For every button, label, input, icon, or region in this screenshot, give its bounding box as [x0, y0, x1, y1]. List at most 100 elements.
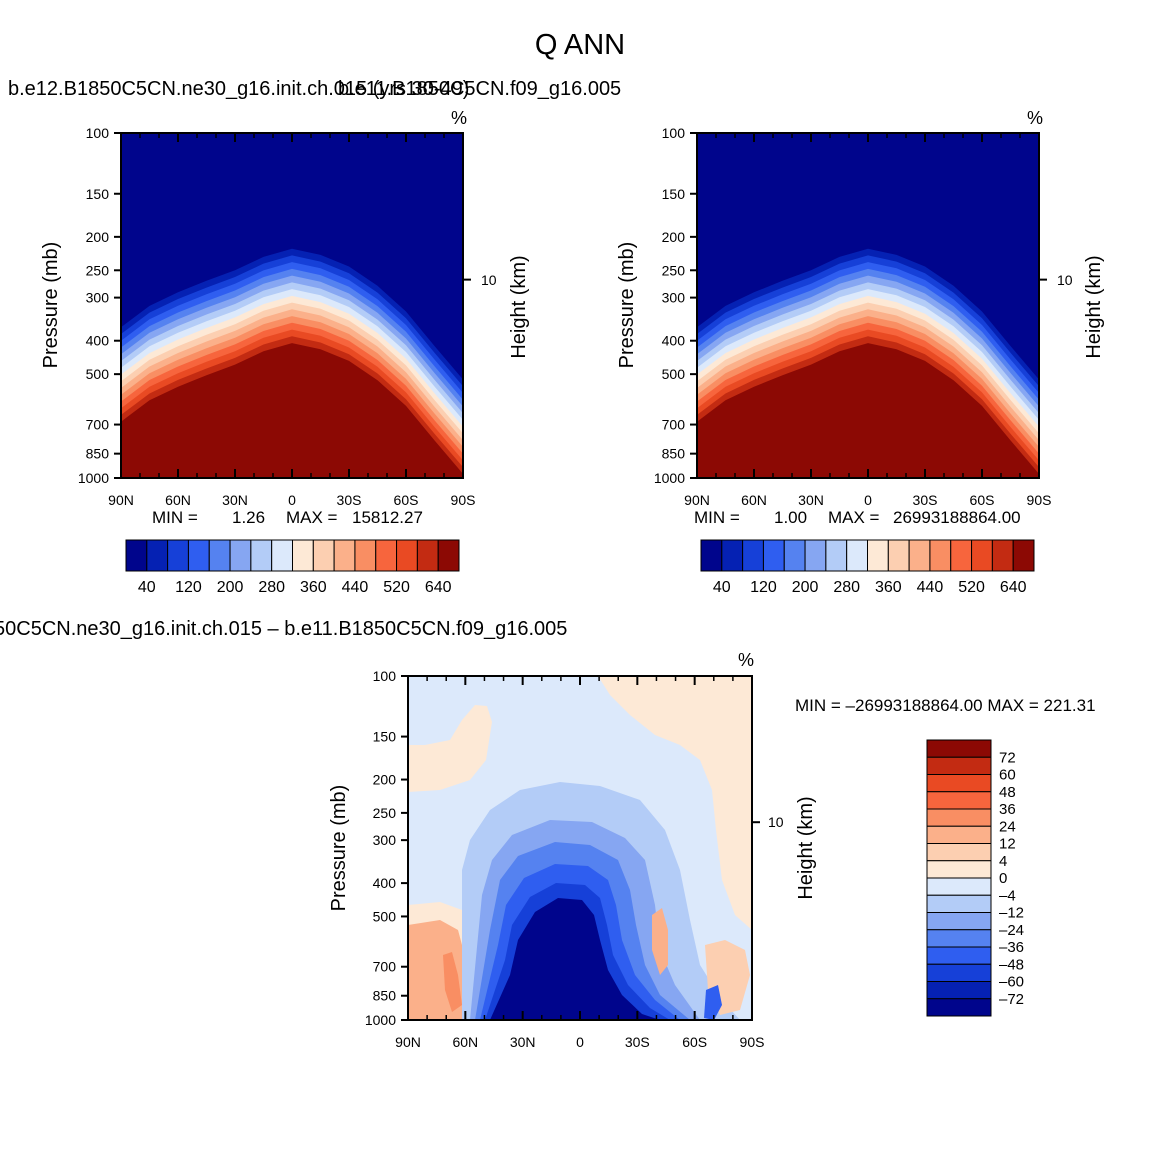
colorbar-label: 440: [917, 579, 944, 596]
colorbar-cell: [926, 998, 992, 1017]
colorbar-cell: [926, 981, 992, 1000]
y-tick-label: 700: [373, 959, 397, 975]
colorbar-cell: [721, 539, 744, 572]
panel-c-ticks: 90N 60N 30N 0 30S 60S 90S 100 150 200 250 300 400 500…: [365, 668, 765, 1050]
y-tick-label: 850: [373, 988, 397, 1004]
x-tick-label: 30N: [510, 1034, 536, 1050]
y-tick-label: 1000: [365, 1012, 396, 1028]
x-tick-label: 90N: [395, 1034, 421, 1050]
y-tick-label: 100: [373, 668, 397, 684]
colorbar-cell: [804, 539, 827, 572]
colorbar-cell: [396, 539, 418, 572]
panel-c-minmax: MIN = –26993188864.00 MAX = 221.31: [795, 696, 1096, 715]
colorbar-cell: [375, 539, 398, 572]
colorbar-cell: [926, 894, 992, 913]
panel-b-colorbar: 40 120 200 280 360 440 520 640: [700, 539, 1035, 596]
panel-b-ticks: 90N 60N 30N 0 30S 60S 90S 100 150 200 250 300 400 500…: [654, 125, 1052, 508]
colorbar-label: 12: [999, 836, 1016, 853]
colorbar-cell: [926, 756, 992, 775]
colorbar-label: 72: [999, 749, 1016, 766]
colorbar-cell: [250, 539, 273, 572]
panel-a-units: %: [451, 108, 467, 128]
y-tick-label: 400: [662, 333, 686, 349]
colorbar-label: 60: [999, 767, 1016, 784]
colorbar-cell: [929, 539, 952, 572]
colorbar-cell: [867, 539, 889, 572]
y-tick-label: 200: [662, 229, 686, 245]
colorbar-label: 360: [875, 579, 902, 596]
colorbar-cell: [926, 929, 992, 948]
panel-b: 90N 60N 30N 0 30S 60S 90S 100 150 200 250 300 400 500…: [616, 108, 1105, 596]
panel-b-min-label: MIN =: [694, 508, 740, 527]
colorbar-label: 40: [138, 579, 156, 596]
colorbar-label: 36: [999, 801, 1016, 818]
colorbar-cell: [971, 539, 993, 572]
colorbar-cell: [825, 539, 848, 572]
colorbar-label: 48: [999, 784, 1016, 801]
colorbar-cell: [700, 539, 723, 572]
colorbar-cell: [208, 539, 231, 572]
colorbar-cell: [926, 946, 992, 965]
x-tick-label: 0: [576, 1034, 584, 1050]
panel-a: 90N 60N 30N 0 30S 60S 90S 100 150 200 250 300 400 500…: [40, 108, 530, 596]
x-tick-label: 60N: [452, 1034, 478, 1050]
colorbar-label: 200: [217, 579, 244, 596]
panel-c-ylabel: Pressure (mb): [328, 785, 350, 912]
y-tick-label: 100: [662, 125, 686, 141]
panel-a-min-label: MIN =: [152, 508, 198, 527]
colorbar-label: –12: [999, 905, 1024, 922]
y-tick-label: 250: [662, 262, 686, 278]
x-tick-label: 60S: [970, 492, 995, 508]
colorbar-label: 120: [750, 579, 777, 596]
panel-a-title: b.e12.B1850C5CN.ne30_g16.init.ch.015 (yr…: [8, 78, 469, 100]
y-tick-label: 400: [86, 333, 110, 349]
panel-b-right-tick: 10: [1057, 272, 1073, 288]
contour-band-15: [697, 343, 1039, 478]
colorbar-label: –48: [999, 956, 1024, 973]
colorbar-cell: [125, 539, 148, 572]
x-tick-label: 90S: [740, 1034, 765, 1050]
x-tick-label: 30S: [625, 1034, 650, 1050]
colorbar-label: 440: [342, 579, 369, 596]
panel-a-plot: [121, 133, 463, 478]
colorbar-label: 4: [999, 853, 1007, 870]
colorbar-cell: [762, 539, 785, 572]
x-tick-label: 90N: [108, 492, 134, 508]
y-tick-label: 150: [662, 186, 686, 202]
y-tick-label: 500: [662, 366, 686, 382]
panel-a-max-label: MAX =: [286, 508, 338, 527]
panel-c-positive-lower-left-core: [443, 952, 462, 1012]
x-tick-label: 30S: [913, 492, 938, 508]
colorbar-label: 40: [713, 579, 731, 596]
panel-c: 90N 60N 30N 0 30S 60S 90S100150200250300400500…: [328, 650, 1096, 1050]
colorbar-cell: [333, 539, 356, 572]
y-tick-label: 300: [86, 290, 110, 306]
colorbar-cell: [926, 825, 992, 844]
panel-c-title: 50C5CN.ne30_g16.init.ch.015 – b.e11.B185…: [0, 618, 567, 640]
colorbar-cell: [887, 539, 910, 572]
colorbar-cell: [146, 539, 169, 572]
panel-a-right-label: Height (km): [508, 255, 530, 358]
y-tick-label: 400: [373, 875, 397, 891]
y-tick-label: 200: [86, 229, 110, 245]
colorbar-cell: [846, 539, 868, 572]
colorbar-cell: [950, 539, 973, 572]
colorbar-label: 520: [383, 579, 410, 596]
panel-c-right-label: Height (km): [795, 796, 817, 899]
colorbar-cell: [292, 539, 314, 572]
x-tick-label: 90S: [1027, 492, 1052, 508]
colorbar-cell: [991, 539, 1014, 572]
y-tick-label: 700: [86, 417, 110, 433]
colorbar-cell: [926, 808, 992, 827]
figure-title: Q ANN: [535, 29, 625, 61]
x-tick-label: 60S: [394, 492, 419, 508]
panel-b-min-value: 1.00: [774, 508, 807, 527]
colorbar-label: 640: [425, 579, 452, 596]
colorbar-label: 0: [999, 870, 1007, 887]
y-tick-label: 300: [662, 290, 686, 306]
panel-a-min-value: 1.26: [232, 508, 265, 527]
y-tick-label: 1000: [654, 470, 685, 486]
y-tick-label: 250: [373, 805, 397, 821]
